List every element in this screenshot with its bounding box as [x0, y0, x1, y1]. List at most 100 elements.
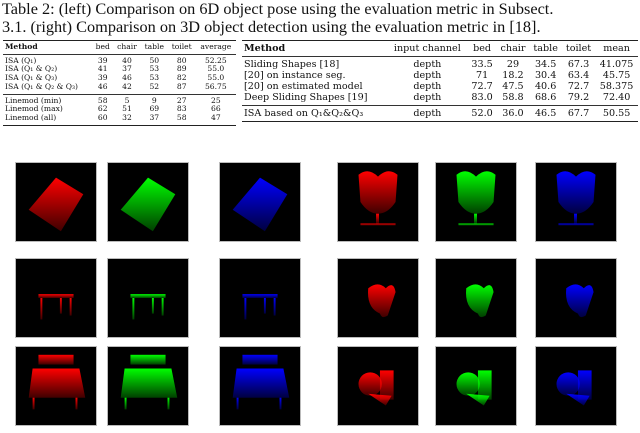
object-render — [358, 171, 398, 226]
value-cell: 50.55 — [595, 105, 638, 122]
value-cell: 45.75 — [602, 70, 631, 82]
table-row: [20] on estimated model depth 72.7 47.5 40.6… — [242, 81, 638, 92]
value-cell: 56.75 — [204, 81, 227, 91]
value-cell: 52.0 — [467, 105, 497, 122]
object-render — [358, 370, 394, 406]
column-header: bed — [92, 40, 114, 55]
value-cell: 66 — [210, 104, 221, 114]
column-header: Method — [242, 40, 388, 58]
value-cell: 71 — [475, 70, 489, 82]
value-cell: 29 — [506, 59, 520, 71]
value-cell: 83.0 — [471, 92, 493, 104]
value-cell: 50 — [149, 55, 160, 65]
method-cell: ISA (Q₁ & Q₂ & Q₃) — [5, 81, 79, 91]
column-header: table — [529, 40, 562, 58]
value-cell: 53 — [149, 73, 160, 83]
table-caption: Table 2: (left) Comparison on 6D object … — [2, 0, 638, 36]
value-cell: 32 — [122, 113, 132, 123]
left-render-panel — [107, 258, 189, 338]
column-header: Method — [3, 40, 93, 55]
column-header: toilet — [167, 40, 196, 55]
method-cell: Deep Sliding Shapes [19] — [244, 92, 368, 104]
value-cell: 46 — [122, 73, 132, 83]
method-cell: [20] on estimated model — [244, 81, 363, 93]
value-cell: 68.6 — [534, 92, 557, 104]
method-cell: ISA (Q₁ & Q₂) — [5, 64, 58, 74]
value-cell: 55.0 — [207, 64, 225, 74]
method-cell: Sliding Shapes [18] — [244, 59, 340, 71]
object-render — [556, 171, 596, 226]
value-cell: 79.2 — [567, 92, 590, 104]
column-header: chair — [113, 40, 141, 55]
value-cell: 58.8 — [502, 92, 524, 104]
method-cell: ISA (Q₁) — [5, 55, 37, 65]
value-cell: 69 — [149, 104, 160, 114]
value-cell: depth — [387, 105, 468, 122]
value-cell: 67.7 — [561, 105, 596, 122]
right-render-panel — [535, 162, 617, 242]
value-cell: 25 — [195, 93, 236, 106]
object-render — [456, 171, 496, 226]
value-cell: 37 — [149, 113, 160, 123]
column-header: average — [195, 40, 236, 55]
left-render-panel — [15, 346, 97, 426]
right-render-panel — [435, 346, 517, 426]
value-cell: 80 — [176, 55, 187, 65]
value-cell: 5 — [113, 93, 141, 106]
value-cell: 47 — [210, 113, 221, 123]
table-row: ISA (Q₁ & Q₃) 39 46 53 82 55.0 — [3, 73, 236, 83]
value-cell: 52 — [149, 81, 160, 91]
value-cell: 46 — [97, 81, 108, 91]
right-render-panel — [535, 346, 617, 426]
value-cell: 39 — [97, 73, 108, 83]
value-cell: 89 — [176, 64, 187, 74]
table-row: Deep Sliding Shapes [19] depth 83.0 58.8 68.… — [242, 92, 638, 106]
value-cell: 83 — [176, 104, 187, 114]
pose-comparison-table: Method bed chair table toilet average ISA (Q₁… — [3, 40, 236, 126]
value-cell: 40.6 — [534, 81, 557, 93]
column-header: input channel — [387, 40, 468, 58]
value-cell: depth — [413, 92, 442, 104]
value-cell: 27 — [167, 93, 196, 106]
column-header: chair — [496, 40, 530, 58]
table-row: [20] on instance seg. depth 71 18.2 30.4 63.4… — [242, 70, 638, 81]
value-cell: 52.25 — [204, 55, 227, 65]
method-cell: ISA based on Q₁&Q₂&Q₃ — [242, 105, 388, 122]
value-cell: 51 — [122, 104, 132, 114]
object-render — [556, 370, 592, 406]
object-render — [130, 294, 166, 320]
value-cell: 62 — [97, 104, 108, 114]
column-header: toilet — [561, 40, 596, 58]
value-cell: 39 — [97, 55, 108, 65]
method-cell: Linemod (min) — [3, 93, 93, 106]
right-render-panel — [435, 162, 517, 242]
caption-line-2: 3.1. (right) Comparison on 3D object det… — [2, 17, 541, 36]
table-row: Linemod (min) 58 5 9 27 25 — [3, 93, 236, 106]
caption-line-1: Table 2: (left) Comparison on 6D object … — [2, 0, 554, 18]
left-render-panel — [15, 162, 97, 242]
value-cell: 41.075 — [599, 59, 634, 71]
object-render — [120, 177, 176, 232]
value-cell: 42 — [122, 81, 132, 91]
object-render — [242, 294, 278, 320]
value-cell: 33.5 — [471, 59, 493, 71]
right-render-panel — [337, 162, 419, 242]
table-row: Linemod (max) 62 51 69 83 66 — [3, 105, 236, 114]
table-row: ISA (Q₁) 39 40 50 80 52.25 — [3, 54, 236, 65]
value-cell: 41 — [97, 64, 108, 74]
value-cell: 34.5 — [534, 59, 557, 71]
value-cell: 36.0 — [496, 105, 530, 122]
value-cell: 63.4 — [567, 70, 590, 82]
object-render — [232, 177, 288, 232]
value-cell: 18.2 — [502, 70, 524, 82]
value-cell: 9 — [140, 93, 168, 106]
value-cell: 58 — [92, 93, 114, 106]
table-row: ISA (Q₁ & Q₂) 41 37 53 89 55.0 — [3, 65, 236, 74]
value-cell: depth — [413, 59, 442, 71]
value-cell: 47.5 — [502, 81, 524, 93]
method-cell: ISA (Q₁ & Q₃) — [5, 73, 58, 83]
right-render-panel — [337, 258, 419, 338]
value-cell: depth — [413, 81, 442, 93]
value-cell: 46.5 — [529, 105, 562, 122]
table-row: ISA based on Q₁&Q₂&Q₃ depth 52.0 36.0 46.5 67… — [242, 105, 638, 122]
